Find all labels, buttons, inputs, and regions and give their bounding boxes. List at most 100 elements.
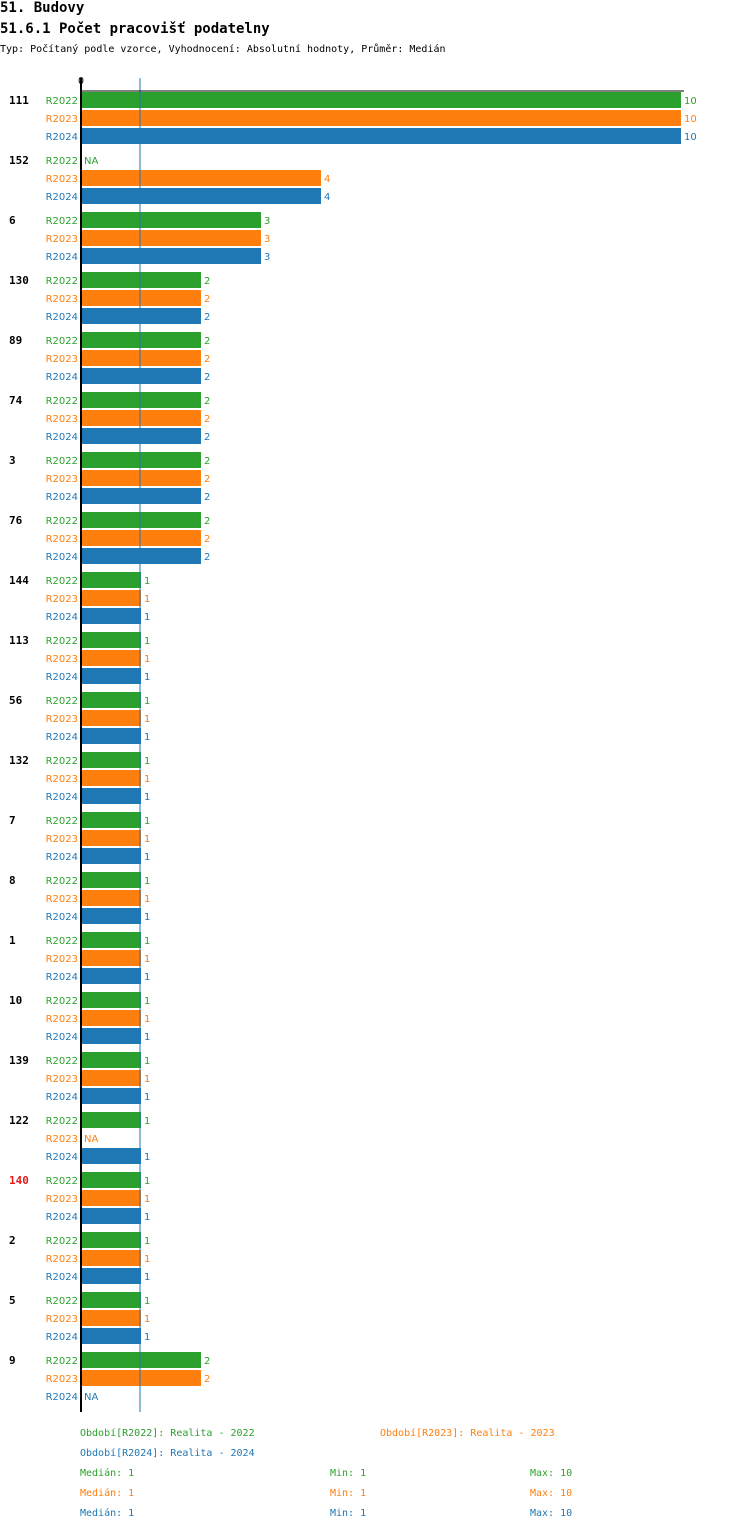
series-label: R2024	[46, 252, 78, 263]
bar	[81, 428, 201, 444]
bar	[81, 1148, 141, 1164]
data-label: 3	[264, 252, 270, 263]
bar	[81, 1370, 201, 1386]
category-label: 140	[9, 1174, 29, 1187]
bar	[81, 392, 201, 408]
data-label: 1	[144, 774, 150, 785]
series-label: R2023	[46, 954, 78, 965]
data-label: 1	[144, 792, 150, 803]
category-label: 122	[9, 1114, 29, 1127]
bar	[81, 668, 141, 684]
bar	[81, 188, 321, 204]
data-label: 1	[144, 576, 150, 587]
series-label: R2024	[46, 1152, 78, 1163]
data-label: 1	[144, 1014, 150, 1025]
bar	[81, 470, 201, 486]
series-label: R2022	[46, 96, 78, 107]
series-label: R2023	[46, 654, 78, 665]
category-label: 7	[9, 814, 16, 827]
series-label: R2022	[46, 456, 78, 467]
data-label: 1	[144, 1314, 150, 1325]
category-label: 132	[9, 754, 29, 767]
series-label: R2022	[46, 756, 78, 767]
series-label: R2024	[46, 1092, 78, 1103]
category-label: 144	[9, 574, 29, 587]
series-label: R2024	[46, 1332, 78, 1343]
data-label: 2	[204, 474, 210, 485]
legend-median-r2023: Medián: 1	[80, 1488, 135, 1499]
category-label: 5	[9, 1294, 16, 1307]
data-label: 2	[204, 336, 210, 347]
series-label: R2023	[46, 1314, 78, 1325]
bar	[81, 548, 201, 564]
bar	[81, 590, 141, 606]
data-label: 1	[144, 1032, 150, 1043]
series-label: R2023	[46, 534, 78, 545]
category-label: 3	[9, 454, 16, 467]
data-label: 2	[204, 456, 210, 467]
data-label: 2	[204, 414, 210, 425]
series-label: R2022	[46, 1116, 78, 1127]
series-label: R2022	[46, 516, 78, 527]
series-label: R2024	[46, 132, 78, 143]
bar	[81, 992, 141, 1008]
legend-min-r2024: Min: 1	[330, 1508, 367, 1519]
data-label: 1	[144, 816, 150, 827]
data-label: 1	[144, 1296, 150, 1307]
data-label: 2	[204, 432, 210, 443]
legend-period-r2022: Období[R2022]: Realita - 2022	[80, 1428, 255, 1439]
series-label: R2022	[46, 876, 78, 887]
bar	[81, 1052, 141, 1068]
legend-median-r2024: Medián: 1	[80, 1508, 135, 1519]
series-label: R2022	[46, 996, 78, 1007]
data-label: 2	[204, 516, 210, 527]
data-label: 1	[144, 894, 150, 905]
bar	[81, 170, 321, 186]
category-label: 10	[9, 994, 22, 1007]
series-label: R2023	[46, 1074, 78, 1085]
bar	[81, 932, 141, 948]
bar	[81, 950, 141, 966]
bar	[81, 1268, 141, 1284]
series-label: R2024	[46, 192, 78, 203]
data-label: 1	[144, 1092, 150, 1103]
bar	[81, 110, 681, 126]
data-label: 1	[144, 834, 150, 845]
series-label: R2022	[46, 276, 78, 287]
category-label: 74	[9, 394, 23, 407]
category-label: 2	[9, 1234, 16, 1247]
data-label: 1	[144, 936, 150, 947]
bar	[81, 350, 201, 366]
bar	[81, 1328, 141, 1344]
category-label: 1	[9, 934, 16, 947]
series-label: R2022	[46, 696, 78, 707]
bar	[81, 488, 201, 504]
series-label: R2022	[46, 396, 78, 407]
data-label: 1	[144, 1272, 150, 1283]
bar	[81, 788, 141, 804]
series-label: R2024	[46, 792, 78, 803]
series-label: R2023	[46, 234, 78, 245]
bar	[81, 92, 681, 108]
data-label: 4	[324, 192, 330, 203]
na-label: NA	[84, 156, 98, 167]
data-label: 1	[144, 672, 150, 683]
data-label: 2	[204, 492, 210, 503]
category-label: 139	[9, 1054, 29, 1067]
series-label: R2022	[46, 576, 78, 587]
series-label: R2023	[46, 1134, 78, 1145]
legend-max-r2024: Max: 10	[530, 1508, 573, 1519]
series-label: R2024	[46, 732, 78, 743]
bar	[81, 632, 141, 648]
bar	[81, 1310, 141, 1326]
data-label: 1	[144, 876, 150, 887]
bar	[81, 848, 141, 864]
legend-max-r2023: Max: 10	[530, 1488, 573, 1499]
data-label: 1	[144, 852, 150, 863]
series-label: R2024	[46, 432, 78, 443]
bar	[81, 290, 201, 306]
bar	[81, 692, 141, 708]
category-label: 56	[9, 694, 23, 707]
series-label: R2022	[46, 1176, 78, 1187]
series-label: R2023	[46, 834, 78, 845]
